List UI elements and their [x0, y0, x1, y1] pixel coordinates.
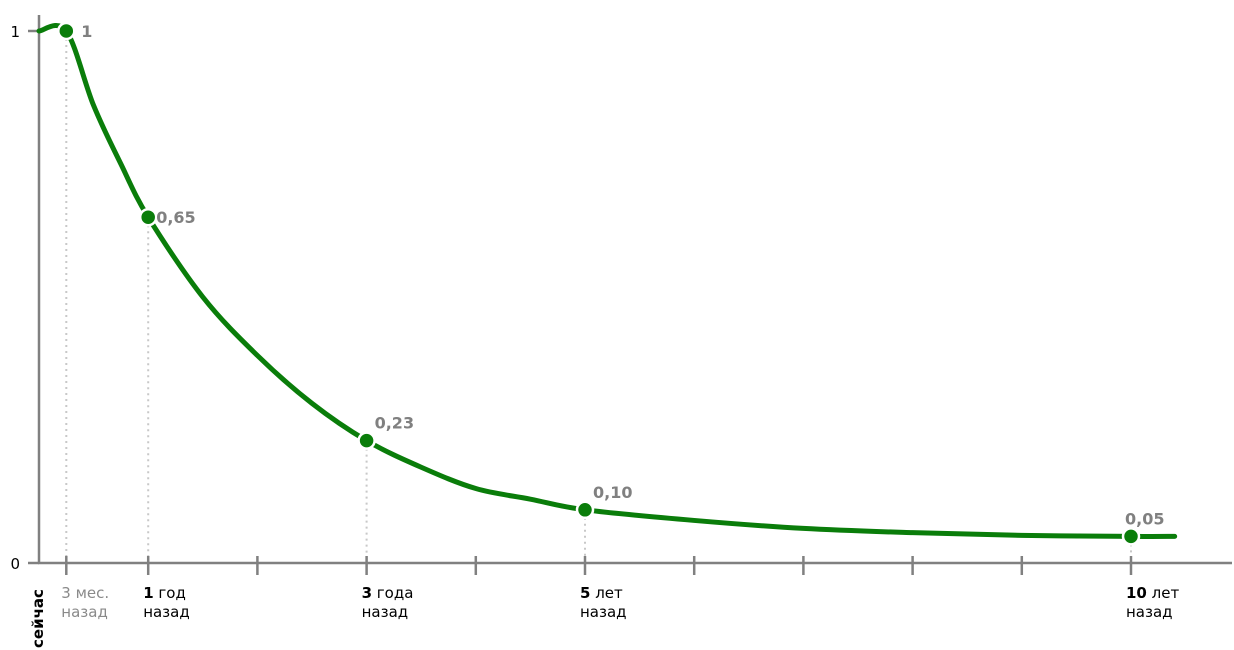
x-tick-label: 5 лет — [580, 584, 623, 602]
x-tick-number: 5 — [580, 584, 590, 602]
data-label: 0,65 — [156, 208, 195, 227]
x-tick-unit: лет — [1147, 584, 1180, 602]
y-tick-label: 0 — [10, 555, 20, 573]
x-tick-label: 10 лет — [1126, 584, 1179, 602]
series-decay — [36, 23, 1178, 539]
x-tick-label: 3 года — [362, 584, 414, 602]
x-tick-label-line2: назад — [61, 603, 108, 621]
data-points — [57, 21, 1141, 546]
x-tick-label-line2: назад — [1126, 603, 1173, 621]
decay-curve — [36, 23, 1178, 539]
x-tick-label-line2: назад — [580, 603, 627, 621]
x-tick-unit: год — [154, 584, 186, 602]
data-point — [575, 500, 595, 520]
data-label: 0,05 — [1125, 509, 1164, 528]
data-point — [57, 21, 76, 41]
y-tick-label: 1 — [10, 23, 20, 41]
data-point — [138, 207, 158, 227]
x-tick-label: 3 мес. — [61, 584, 109, 602]
x-tick-unit: года — [372, 584, 413, 602]
data-label: 0,10 — [593, 483, 632, 502]
x-label-now: сейчас — [29, 589, 47, 648]
data-point — [357, 431, 376, 450]
axes — [37, 15, 1232, 565]
x-tick-label: 1 год — [143, 584, 186, 602]
x-tick-number: 3 — [362, 584, 372, 602]
x-tick-unit: 3 мес. — [61, 584, 109, 602]
data-labels: 1 0,65 0,23 0,10 0,05 — [81, 22, 1164, 528]
x-tick-number: 1 — [143, 584, 153, 602]
data-point — [1121, 527, 1141, 546]
data-label: 1 — [81, 22, 92, 41]
x-tick-label-line2: назад — [362, 603, 409, 621]
data-label: 0,23 — [375, 414, 414, 433]
x-tick-number: 10 — [1126, 584, 1147, 602]
x-tick-label-line2: назад — [143, 603, 190, 621]
y-axis-labels: 01 — [10, 23, 20, 573]
guide-lines — [65, 39, 1132, 563]
x-tick-unit: лет — [590, 584, 623, 602]
x-axis-ticks — [28, 29, 1133, 575]
